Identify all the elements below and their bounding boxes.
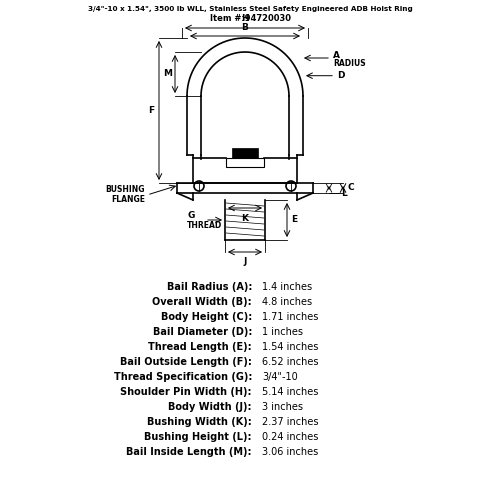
Bar (232, 148, 258, 160)
Text: Bushing Height (L):: Bushing Height (L): (144, 432, 252, 442)
Text: H: H (241, 14, 249, 23)
Text: 3.06 inches: 3.06 inches (262, 447, 318, 457)
Text: F: F (148, 106, 154, 115)
Text: B: B (242, 23, 248, 32)
Text: Bail Radius (A):: Bail Radius (A): (166, 282, 252, 292)
Text: 3/4"-10: 3/4"-10 (262, 372, 298, 382)
Text: Thread Specification (G):: Thread Specification (G): (114, 372, 252, 382)
Text: Shoulder Pin Width (H):: Shoulder Pin Width (H): (120, 387, 252, 397)
Text: G: G (187, 212, 194, 220)
Text: THREAD: THREAD (187, 220, 222, 230)
Text: Thread Length (E):: Thread Length (E): (148, 342, 252, 352)
Text: 1 inches: 1 inches (262, 327, 303, 337)
Text: Body Height (C):: Body Height (C): (161, 312, 252, 322)
Text: BUSHING: BUSHING (106, 186, 145, 194)
Text: L: L (341, 188, 347, 198)
Text: K: K (242, 214, 248, 223)
Text: E: E (291, 216, 297, 224)
Text: 1.71 inches: 1.71 inches (262, 312, 318, 322)
Text: C: C (347, 184, 354, 192)
Text: Bail Diameter (D):: Bail Diameter (D): (152, 327, 252, 337)
Text: D: D (337, 71, 344, 80)
Text: M: M (163, 70, 172, 78)
Text: J: J (244, 257, 246, 266)
Text: 1.54 inches: 1.54 inches (262, 342, 318, 352)
Text: 5.14 inches: 5.14 inches (262, 387, 318, 397)
Bar (226, 158, 264, 167)
Text: A: A (333, 50, 340, 59)
Text: Bushing Width (K):: Bushing Width (K): (147, 417, 252, 427)
Text: 3/4"-10 x 1.54", 3500 lb WLL, Stainless Steel Safety Engineered ADB Hoist Ring: 3/4"-10 x 1.54", 3500 lb WLL, Stainless … (88, 6, 412, 12)
Text: 6.52 inches: 6.52 inches (262, 357, 318, 367)
Text: Overall Width (B):: Overall Width (B): (152, 297, 252, 307)
Text: 1.4 inches: 1.4 inches (262, 282, 312, 292)
Text: RADIUS: RADIUS (333, 58, 366, 68)
Text: FLANGE: FLANGE (111, 196, 145, 204)
Text: Bail Inside Length (M):: Bail Inside Length (M): (126, 447, 252, 457)
Text: Body Width (J):: Body Width (J): (168, 402, 252, 412)
Text: 2.37 inches: 2.37 inches (262, 417, 318, 427)
Text: 0.24 inches: 0.24 inches (262, 432, 318, 442)
Text: 3 inches: 3 inches (262, 402, 303, 412)
Text: 4.8 inches: 4.8 inches (262, 297, 312, 307)
Text: Bail Outside Length (F):: Bail Outside Length (F): (120, 357, 252, 367)
Text: Item #:94720030: Item #:94720030 (210, 14, 290, 23)
